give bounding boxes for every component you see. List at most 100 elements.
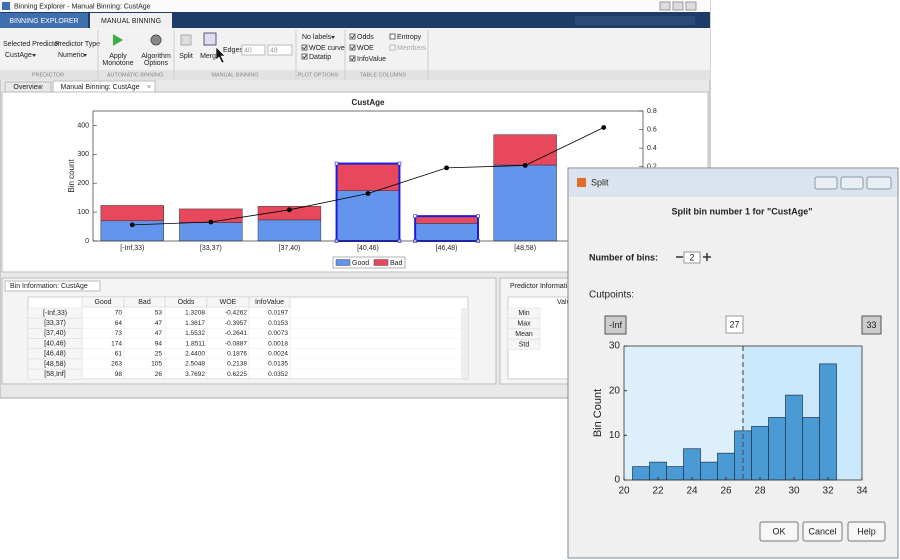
y-tick-label: 0 [85, 238, 89, 245]
tab-strip [0, 12, 710, 28]
y-tick-label: 100 [77, 209, 89, 216]
x-tick-label: 22 [652, 486, 664, 497]
cutpoint-input[interactable] [725, 315, 744, 334]
column-header: Bad [138, 299, 151, 306]
x-tick-label: 28 [754, 486, 766, 497]
x-tick-label: 30 [788, 486, 800, 497]
checkbox[interactable] [389, 33, 396, 40]
minimize-button[interactable] [659, 1, 671, 11]
y-tick-label: 30 [609, 341, 621, 352]
checkbox[interactable] [349, 33, 356, 40]
button-label[interactable]: Merge [200, 53, 220, 60]
scrollbar[interactable] [461, 308, 468, 379]
maximize-button[interactable] [840, 176, 864, 190]
row-header: Max [517, 320, 531, 327]
increment-button[interactable] [703, 253, 711, 261]
table-cell: 0.0024 [268, 351, 288, 358]
button[interactable] [847, 521, 886, 542]
table-frame [27, 296, 469, 380]
split-icon[interactable] [180, 34, 192, 46]
dropdown[interactable]: No labels [302, 34, 332, 41]
checkbox-label: Odds [357, 34, 374, 41]
checkbox[interactable] [349, 44, 356, 51]
row-header: [33,37) [44, 320, 66, 327]
bar-segment[interactable] [179, 222, 243, 242]
row-header-cell [507, 339, 541, 350]
bins-value: 2 [689, 252, 694, 262]
x-tick-label: 32 [822, 486, 834, 497]
edge-value: 48 [270, 47, 278, 54]
dialog-buttons: OK Cancel Help [759, 521, 886, 542]
x-tick-label: [-Inf,33) [120, 245, 144, 252]
column-header: Good [94, 299, 111, 306]
bar-segment[interactable] [257, 206, 322, 221]
button-label[interactable]: Split [179, 53, 193, 60]
bins-input[interactable] [683, 251, 701, 264]
check [302, 45, 307, 50]
bar-segment[interactable] [414, 223, 479, 242]
button[interactable] [802, 521, 843, 542]
button-label[interactable]: Monotone [102, 60, 133, 67]
checkbox-label: WOE curve [309, 45, 345, 52]
y-tick-label: 200 [77, 180, 89, 187]
plot-frame [623, 345, 863, 481]
tab-label: MANUAL BINNING [101, 18, 161, 25]
checkbox[interactable] [389, 44, 396, 51]
button[interactable] [759, 521, 799, 542]
checkbox[interactable] [301, 53, 308, 60]
chart-title: CustAge [352, 98, 385, 107]
row-header-cell [27, 368, 83, 380]
dropdown[interactable]: Numeric [58, 52, 85, 59]
table-cell: 94 [155, 340, 163, 347]
checkbox-label: Members [397, 45, 427, 52]
selection-handle [397, 161, 402, 166]
group-label: PREDICTOR [32, 72, 64, 78]
table-cell: 61 [115, 351, 123, 358]
apply-icon[interactable] [113, 34, 123, 46]
table-cell: 105 [151, 361, 162, 368]
column-header: InfoValue [255, 299, 284, 306]
bar-segment[interactable] [414, 215, 479, 224]
row-header: [46,48) [44, 351, 66, 358]
edge-input[interactable] [241, 44, 266, 56]
histogram-bar [819, 363, 837, 481]
options-icon[interactable] [150, 34, 162, 46]
checkbox[interactable] [301, 44, 308, 51]
close-button[interactable] [685, 1, 697, 11]
tab[interactable] [90, 13, 172, 28]
y-tick-label: 10 [609, 430, 621, 441]
close-button[interactable] [866, 176, 892, 190]
bar-segment[interactable] [257, 219, 322, 242]
minimize-button[interactable] [814, 176, 838, 190]
button-label[interactable]: Options [144, 60, 169, 67]
bar-segment[interactable] [493, 164, 557, 242]
woe-point [522, 163, 528, 168]
row-header: Std [519, 341, 530, 348]
button-label[interactable]: Apply [109, 53, 127, 60]
row-header-cell [507, 318, 541, 329]
bar-segment[interactable] [336, 190, 400, 242]
legend-box [332, 256, 406, 269]
button-label[interactable]: Algorithm [141, 53, 171, 60]
doc-tab-label: Overview [13, 84, 43, 91]
panel-title: Predictor Information [510, 283, 575, 290]
selection-handle [476, 214, 480, 218]
dropdown[interactable]: CustAge [5, 52, 32, 59]
close-tab[interactable]: × [147, 84, 151, 91]
bar-segment[interactable] [100, 205, 164, 222]
histogram-bar [683, 448, 701, 481]
dropdown-arrow [32, 54, 36, 57]
edge-input[interactable] [267, 44, 293, 56]
tab[interactable] [0, 13, 88, 28]
merge-icon[interactable] [203, 32, 217, 46]
checkbox[interactable] [349, 55, 356, 62]
bar-segment[interactable] [493, 134, 557, 166]
group-label: MANUAL BINNING [211, 72, 258, 78]
row-header-cell [507, 328, 541, 340]
bar-segment[interactable] [336, 163, 400, 191]
check [350, 45, 355, 50]
maximize-button[interactable] [672, 1, 684, 11]
y2-tick-label: 0.6 [647, 126, 657, 133]
y-axis-label: Bin count [67, 159, 76, 193]
selection-handle [413, 214, 417, 218]
